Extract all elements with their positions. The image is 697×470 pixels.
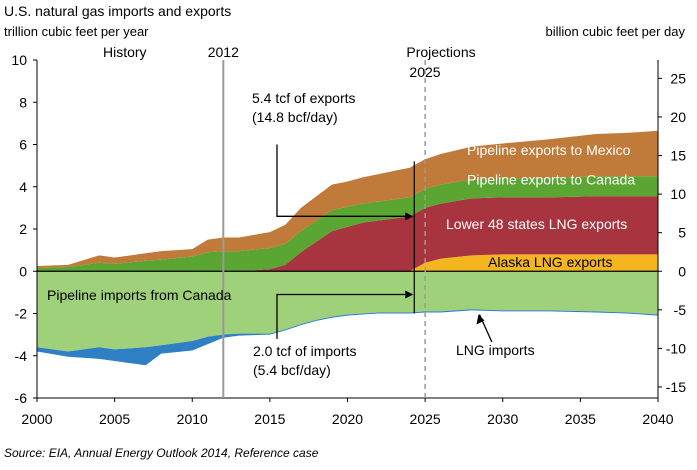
year-2025-label: 2025 — [409, 64, 440, 80]
x-tick-label: 2010 — [177, 411, 208, 427]
x-tick-label: 2020 — [332, 411, 363, 427]
imports-leader-arrow — [405, 290, 414, 299]
year-2012-label: 2012 — [208, 44, 239, 60]
source-note: Source: EIA, Annual Energy Outlook 2014,… — [4, 446, 319, 460]
canada-imports-area — [37, 271, 658, 352]
x-tick-label: 2030 — [487, 411, 518, 427]
y-axis-label-right: billion cubic feet per day — [545, 24, 685, 39]
y-tick-label-left: 0 — [19, 263, 27, 279]
exports-leader-line — [276, 144, 409, 217]
label-lng-imports: LNG imports — [456, 342, 535, 358]
mexico-exports-area — [37, 130, 658, 269]
y-tick-label-left: 4 — [19, 179, 27, 195]
exports-callout-line2: (14.8 bcf/day) — [252, 109, 338, 125]
imports-callout-line2: (5.4 bcf/day) — [253, 362, 331, 378]
canada-exports-area — [37, 176, 658, 272]
y-tick-label-right: 25 — [670, 70, 686, 86]
label-lower48-lng-exports: Lower 48 states LNG exports — [446, 216, 627, 232]
annotation-layer: History 2012 Projections 2025 5.4 tcf of exp… — [47, 44, 635, 398]
label-alaska-lng-exports: Alaska LNG exports — [488, 254, 613, 270]
x-tick-label: 2015 — [254, 411, 285, 427]
y-axis-label-left: trillion cubic feet per year — [4, 24, 149, 39]
y-tick-label-right: -15 — [666, 379, 686, 395]
exports-leader-arrow — [405, 212, 414, 221]
y-tick-label-left: 2 — [19, 221, 27, 237]
y-tick-label-left: 8 — [19, 94, 27, 110]
exports-callout-line1: 5.4 tcf of exports — [252, 90, 356, 106]
lower48-lng-area — [37, 196, 658, 272]
history-label: History — [103, 44, 147, 60]
x-tick-label: 2025 — [410, 411, 441, 427]
x-tick-label: 2035 — [565, 411, 596, 427]
y-tick-label-right: 10 — [670, 186, 686, 202]
label-pipeline-imports-canada: Pipeline imports from Canada — [47, 287, 232, 303]
label-pipeline-exports-mexico: Pipeline exports to Mexico — [467, 142, 631, 158]
y-tick-label-left: -6 — [15, 390, 28, 406]
y-tick-label-left: 6 — [19, 137, 27, 153]
imports-leader-line — [276, 293, 409, 339]
y-tick-label-right: 20 — [670, 109, 686, 125]
chart-title: U.S. natural gas imports and exports — [4, 3, 232, 19]
label-pipeline-exports-canada: Pipeline exports to Canada — [467, 172, 635, 188]
x-tick-label: 2000 — [21, 411, 52, 427]
y-tick-label-right: 15 — [670, 148, 686, 164]
projections-label: Projections — [406, 44, 475, 60]
y-tick-label-left: 10 — [11, 52, 27, 68]
area-layer — [37, 130, 658, 366]
imports-callout-line1: 2.0 tcf of imports — [253, 343, 356, 359]
y-tick-label-left: -2 — [15, 306, 28, 322]
y-tick-label-left: -4 — [15, 348, 28, 364]
y-tick-label-right: -10 — [666, 340, 686, 356]
y-tick-label-right: -5 — [674, 302, 687, 318]
x-tick-label: 2005 — [99, 411, 130, 427]
y-tick-label-right: 5 — [678, 225, 686, 241]
lng-imports-pointer-arrow — [476, 314, 485, 325]
alaska-lng-area — [37, 254, 658, 272]
x-tick-label: 2040 — [642, 411, 673, 427]
y-tick-label-right: 0 — [678, 263, 686, 279]
